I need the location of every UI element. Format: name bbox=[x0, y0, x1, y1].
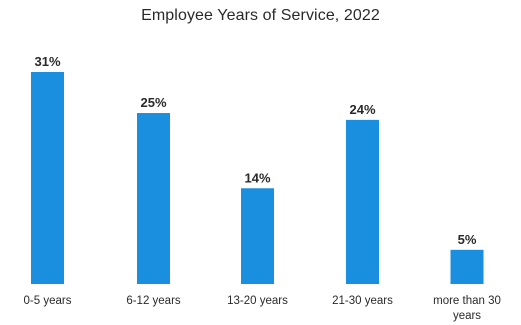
value-label-2: 25% bbox=[140, 95, 166, 110]
value-label-4: 24% bbox=[349, 102, 375, 117]
chart-title: Employee Years of Service, 2022 bbox=[141, 7, 380, 24]
value-label-5: 5% bbox=[458, 232, 477, 247]
category-label-5-line-1: more than 30 bbox=[433, 295, 501, 307]
value-label-1: 31% bbox=[34, 54, 60, 69]
bar-1 bbox=[31, 72, 64, 284]
bar-5 bbox=[450, 249, 484, 284]
category-label-3: 13-20 years bbox=[227, 295, 288, 307]
category-label-1: 0-5 years bbox=[24, 295, 72, 307]
bar-4 bbox=[346, 119, 379, 284]
category-label-5-line-2: years bbox=[453, 310, 481, 322]
bar-2 bbox=[137, 113, 170, 284]
bar-3 bbox=[241, 188, 274, 284]
category-label-2: 6-12 years bbox=[126, 295, 181, 307]
value-label-3: 14% bbox=[244, 170, 270, 185]
category-label-4: 21-30 years bbox=[332, 295, 393, 307]
